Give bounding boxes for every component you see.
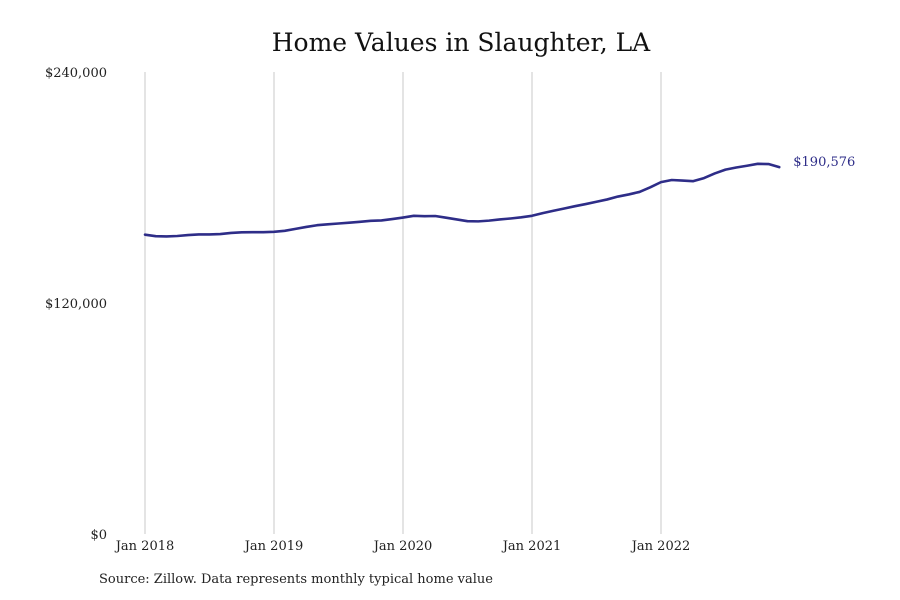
y-tick-label: $120,000 bbox=[45, 297, 107, 312]
y-tick-label: $0 bbox=[90, 528, 107, 543]
x-tick-label: Jan 2019 bbox=[243, 539, 304, 554]
x-tick-label: Jan 2020 bbox=[372, 539, 433, 554]
series-line-0 bbox=[143, 162, 781, 238]
source-note: Source: Zillow. Data represents monthly … bbox=[99, 572, 493, 587]
series-group bbox=[143, 162, 781, 238]
x-axis-ticks: Jan 2018 Jan 2019 Jan 2020 Jan 2021 Jan 2022 bbox=[114, 539, 691, 554]
gridlines bbox=[144, 72, 662, 534]
y-tick-label: $240,000 bbox=[45, 66, 107, 81]
x-tick-label: Jan 2018 bbox=[114, 539, 175, 554]
x-tick-label: Jan 2022 bbox=[630, 539, 691, 554]
y-axis-ticks: $0 $120,000 $240,000 bbox=[45, 66, 107, 543]
chart-title: Home Values in Slaughter, LA bbox=[272, 28, 651, 57]
end-value-label: $190,576 bbox=[793, 155, 855, 170]
x-tick-label: Jan 2021 bbox=[501, 539, 562, 554]
